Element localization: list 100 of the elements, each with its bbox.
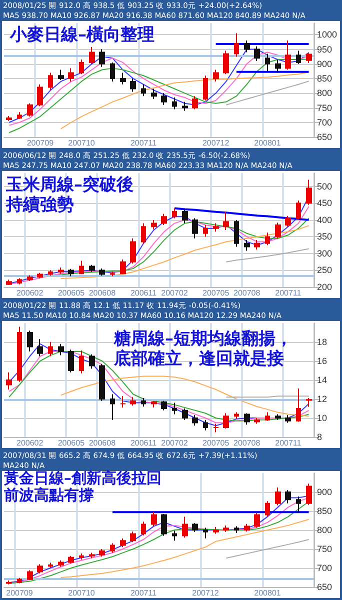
candlestick bbox=[58, 69, 64, 80]
candlestick bbox=[265, 412, 270, 422]
candlestick bbox=[151, 88, 157, 100]
candlestick bbox=[141, 84, 146, 97]
candlestick bbox=[213, 69, 219, 82]
text: 持續強勢 bbox=[6, 195, 75, 215]
candlestick bbox=[27, 570, 33, 581]
x-tick-label: 200709 bbox=[6, 588, 34, 598]
x-tick-label: 200708 bbox=[233, 288, 261, 298]
candlestick bbox=[68, 68, 74, 82]
y-tick-label: 300 bbox=[317, 248, 332, 258]
candlestick bbox=[306, 483, 312, 506]
y-tick-label: 400 bbox=[317, 214, 332, 225]
chart-title: 黃金日線–創新高後拉回 bbox=[4, 469, 162, 487]
candlestick bbox=[285, 490, 291, 504]
candlestick bbox=[161, 213, 167, 226]
y-tick-label: 750 bbox=[317, 544, 332, 554]
candlestick bbox=[58, 267, 64, 274]
candlestick bbox=[141, 398, 146, 408]
candlestick bbox=[141, 222, 146, 244]
candlestick bbox=[6, 279, 12, 286]
candlestick bbox=[223, 412, 229, 429]
candlestick bbox=[17, 577, 22, 584]
candlestick bbox=[172, 402, 177, 415]
line-series bbox=[60, 376, 310, 417]
candlestick bbox=[48, 270, 53, 276]
candlestick bbox=[89, 46, 95, 64]
y-tick-label: 1000 bbox=[316, 30, 338, 40]
candlestick bbox=[110, 542, 115, 554]
line-series bbox=[226, 539, 310, 559]
text: 底部確立，逢回就是接 bbox=[114, 349, 285, 369]
candlestick bbox=[234, 219, 239, 248]
candlestick bbox=[223, 50, 229, 75]
line-series bbox=[226, 80, 310, 106]
candlestick bbox=[110, 394, 115, 420]
candlestick bbox=[192, 96, 198, 110]
y-tick-label: 900 bbox=[316, 58, 332, 69]
candlestick bbox=[17, 326, 22, 382]
line-series bbox=[60, 225, 310, 280]
candlestick bbox=[244, 523, 250, 532]
candlestick bbox=[151, 400, 157, 408]
candlestick bbox=[244, 40, 250, 53]
x-tick-label: 200608 bbox=[88, 288, 116, 298]
candlestick bbox=[306, 52, 312, 64]
x-tick-label: 200710 bbox=[68, 138, 96, 148]
candlestick bbox=[223, 211, 229, 230]
y-tick-label: 10 bbox=[317, 413, 328, 423]
candlestick bbox=[161, 92, 167, 106]
candlestick bbox=[27, 330, 33, 352]
candlestick bbox=[275, 486, 281, 506]
y-tick-label: 950 bbox=[316, 44, 332, 54]
candlestick bbox=[203, 527, 208, 539]
x-tick-label: 200611 bbox=[130, 438, 158, 448]
candlestick bbox=[6, 115, 12, 122]
chart-title: 玉米周線–突破後 bbox=[6, 175, 134, 195]
x-tick-label: 200712 bbox=[202, 138, 230, 148]
candlestick bbox=[141, 521, 146, 536]
candlestick bbox=[203, 224, 208, 238]
y-tick-label: 16 bbox=[317, 356, 328, 366]
x-tick-label: 200611 bbox=[130, 288, 158, 298]
y-tick-label: 14 bbox=[317, 375, 328, 385]
candlestick bbox=[254, 240, 260, 250]
candlestick bbox=[161, 400, 167, 411]
candlestick bbox=[68, 555, 74, 564]
line-series bbox=[226, 248, 310, 262]
candlestick bbox=[182, 101, 188, 112]
candlestick bbox=[203, 75, 208, 101]
x-tick-label: 200702 bbox=[161, 288, 188, 298]
candlestick bbox=[254, 46, 260, 62]
y-tick-label: 8 bbox=[317, 432, 322, 442]
candlestick bbox=[213, 222, 219, 232]
y-tick-label: 12 bbox=[317, 394, 328, 404]
candlestick bbox=[296, 50, 301, 64]
candlestick bbox=[99, 268, 105, 276]
candlestick bbox=[89, 552, 95, 559]
candlestick bbox=[254, 418, 260, 424]
candlestick bbox=[17, 112, 22, 120]
y-tick-label: 500 bbox=[317, 181, 332, 192]
candlestick bbox=[58, 343, 64, 356]
candlestick bbox=[58, 560, 64, 567]
x-tick-label: 200709 bbox=[26, 138, 54, 148]
candlestick bbox=[110, 62, 115, 82]
candlestick bbox=[48, 72, 53, 91]
x-tick-label: 200711 bbox=[130, 588, 158, 598]
candlestick bbox=[285, 414, 291, 424]
candlestick bbox=[130, 78, 136, 92]
line-series bbox=[174, 207, 310, 221]
candlestick bbox=[223, 524, 229, 532]
y-tick-label: 750 bbox=[316, 102, 332, 113]
candlestick bbox=[27, 274, 33, 282]
candlestick bbox=[89, 264, 95, 272]
candlestick bbox=[99, 363, 105, 402]
candlestick bbox=[89, 354, 95, 370]
x-tick-label: 200712 bbox=[192, 588, 220, 598]
candlestick bbox=[306, 179, 312, 206]
candlestick bbox=[213, 423, 219, 433]
candlestick bbox=[265, 500, 270, 518]
candlestick bbox=[192, 522, 198, 532]
candlestick bbox=[79, 59, 84, 75]
candlestick bbox=[234, 32, 239, 58]
